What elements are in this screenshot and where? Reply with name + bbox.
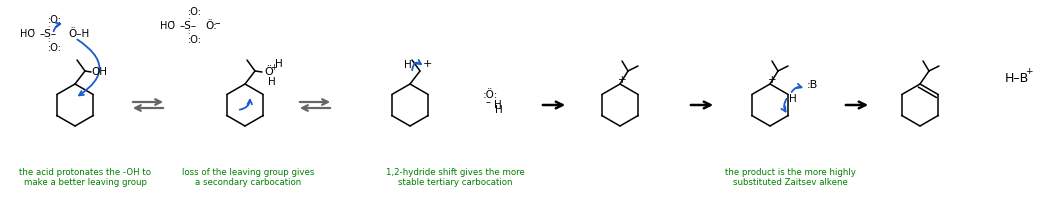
Text: loss of the leaving group gives
a secondary carbocation: loss of the leaving group gives a second… xyxy=(181,168,314,187)
Text: +: + xyxy=(618,75,626,85)
Text: +: + xyxy=(423,59,432,69)
Text: H: H xyxy=(275,59,282,69)
Text: –: – xyxy=(214,18,220,28)
Text: –S–: –S– xyxy=(39,29,57,39)
Text: ÖH: ÖH xyxy=(91,67,108,77)
Text: Ö:: Ö: xyxy=(204,21,217,31)
Text: Ö: Ö xyxy=(265,67,273,77)
Text: :: : xyxy=(46,25,50,31)
Text: HÖ: HÖ xyxy=(20,29,35,39)
Text: +: + xyxy=(767,75,777,85)
Text: the product is the more highly
substituted Zaitsev alkene: the product is the more highly substitut… xyxy=(724,168,856,187)
Text: :: : xyxy=(187,29,189,35)
Text: H–B: H–B xyxy=(1006,72,1030,84)
Text: :O:: :O: xyxy=(48,43,62,53)
Text: :O:: :O: xyxy=(188,7,202,17)
Text: H: H xyxy=(268,77,276,87)
Text: +: + xyxy=(271,62,277,72)
Text: H: H xyxy=(495,105,503,115)
Text: :: : xyxy=(187,17,189,23)
Text: –S–: –S– xyxy=(179,21,196,31)
Text: the acid protonates the -OH to
make a better leaving group: the acid protonates the -OH to make a be… xyxy=(19,168,151,187)
Text: :O:: :O: xyxy=(48,15,62,25)
Text: :: : xyxy=(46,37,50,43)
Text: HÖ: HÖ xyxy=(160,21,175,31)
Text: Ö–H: Ö–H xyxy=(69,29,90,39)
Text: :Ö:: :Ö: xyxy=(483,90,497,100)
Text: H: H xyxy=(494,100,502,110)
Text: +: + xyxy=(1024,66,1033,75)
Text: :B: :B xyxy=(806,80,818,90)
Text: :O:: :O: xyxy=(188,35,202,45)
Text: H: H xyxy=(789,95,797,104)
Text: –: – xyxy=(486,97,490,107)
Text: H: H xyxy=(404,60,412,70)
Text: 1,2-hydride shift gives the more
stable tertiary carbocation: 1,2-hydride shift gives the more stable … xyxy=(386,168,525,187)
